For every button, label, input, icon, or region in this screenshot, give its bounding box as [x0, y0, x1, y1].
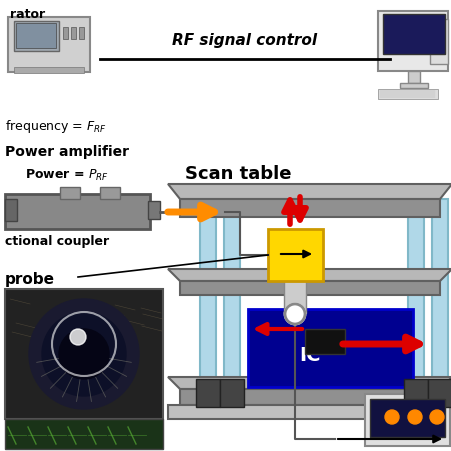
FancyBboxPatch shape	[377, 12, 447, 72]
FancyBboxPatch shape	[63, 28, 68, 40]
FancyBboxPatch shape	[403, 379, 427, 407]
FancyBboxPatch shape	[248, 309, 412, 387]
FancyBboxPatch shape	[427, 379, 451, 407]
FancyBboxPatch shape	[364, 394, 449, 446]
FancyBboxPatch shape	[377, 90, 437, 100]
FancyBboxPatch shape	[16, 24, 56, 49]
FancyBboxPatch shape	[382, 15, 444, 55]
Text: Power amplifier: Power amplifier	[5, 145, 129, 159]
FancyBboxPatch shape	[147, 202, 160, 220]
FancyBboxPatch shape	[199, 199, 216, 405]
FancyBboxPatch shape	[5, 290, 163, 419]
FancyBboxPatch shape	[407, 72, 419, 84]
Text: Scan table: Scan table	[184, 165, 290, 183]
FancyBboxPatch shape	[100, 188, 120, 199]
FancyBboxPatch shape	[224, 199, 239, 405]
FancyBboxPatch shape	[60, 188, 80, 199]
Polygon shape	[168, 269, 451, 281]
FancyBboxPatch shape	[431, 199, 447, 405]
FancyBboxPatch shape	[179, 281, 439, 295]
Text: ctional coupler: ctional coupler	[5, 235, 109, 248]
FancyBboxPatch shape	[220, 379, 244, 407]
FancyBboxPatch shape	[71, 28, 76, 40]
Text: frequency = $F_{RF}$: frequency = $F_{RF}$	[5, 118, 106, 135]
Circle shape	[70, 329, 86, 345]
Text: IC: IC	[299, 345, 320, 364]
FancyBboxPatch shape	[399, 84, 427, 89]
Circle shape	[285, 304, 304, 324]
Polygon shape	[168, 405, 451, 419]
Text: RF signal control: RF signal control	[172, 33, 317, 48]
FancyBboxPatch shape	[179, 199, 439, 217]
FancyBboxPatch shape	[5, 199, 17, 221]
Circle shape	[407, 410, 421, 424]
FancyBboxPatch shape	[196, 379, 220, 407]
FancyBboxPatch shape	[304, 329, 344, 354]
Circle shape	[29, 299, 139, 409]
FancyBboxPatch shape	[8, 18, 90, 73]
FancyBboxPatch shape	[179, 389, 439, 405]
FancyBboxPatch shape	[5, 194, 150, 230]
Circle shape	[42, 312, 126, 396]
Text: probe: probe	[5, 272, 55, 286]
Circle shape	[59, 329, 109, 379]
Polygon shape	[168, 377, 451, 389]
Circle shape	[384, 410, 398, 424]
FancyBboxPatch shape	[429, 20, 447, 65]
FancyBboxPatch shape	[283, 281, 305, 313]
FancyBboxPatch shape	[14, 22, 59, 52]
FancyBboxPatch shape	[407, 199, 423, 405]
FancyBboxPatch shape	[5, 419, 163, 449]
Text: Power = $P_{RF}$: Power = $P_{RF}$	[25, 168, 109, 183]
FancyBboxPatch shape	[267, 230, 322, 281]
Circle shape	[429, 410, 443, 424]
Polygon shape	[168, 184, 451, 199]
FancyBboxPatch shape	[14, 68, 84, 74]
FancyBboxPatch shape	[369, 399, 444, 437]
Text: rator: rator	[10, 8, 45, 21]
FancyBboxPatch shape	[79, 28, 84, 40]
